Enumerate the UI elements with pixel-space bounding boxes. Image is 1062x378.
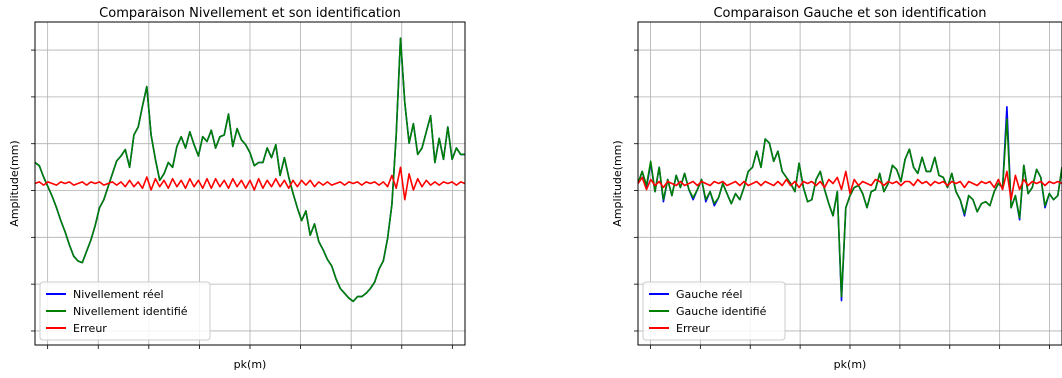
series-line-2 [638,170,1062,201]
legend-box [642,281,786,341]
axes-frame [34,21,466,346]
chart-panel-nivellement: Comparaison Nivellement et son identific… [8,6,466,371]
chart-panel-gauche: Comparaison Gauche et son identification… [611,6,1062,371]
legend-label: Gauche réel [676,288,742,301]
chart-title: Comparaison Gauche et son identification [713,6,986,21]
axes-frame [637,21,1062,346]
legend-label: Gauche identifié [676,305,767,318]
legend: Gauche réel Gauche identifié Erreur [642,281,786,341]
x-axis-label: pk(m) [234,358,267,371]
y-axis-label: Amplitude(mm) [611,140,624,226]
legend-box [39,281,211,341]
legend-label: Nivellement identifié [73,305,188,318]
series-group [35,37,465,303]
legend-label: Erreur [676,322,710,335]
series-line-2 [35,166,465,201]
legend-label: Nivellement réel [73,288,164,301]
legend-label: Erreur [73,322,107,335]
series-group [638,106,1062,302]
x-axis-label: pk(m) [834,358,867,371]
chart-title: Comparaison Nivellement et son identific… [99,6,401,21]
series-line-1 [638,118,1062,298]
y-axis-label: Amplitude(mm) [8,140,21,226]
legend: Nivellement réel Nivellement identifié Err… [39,281,211,341]
